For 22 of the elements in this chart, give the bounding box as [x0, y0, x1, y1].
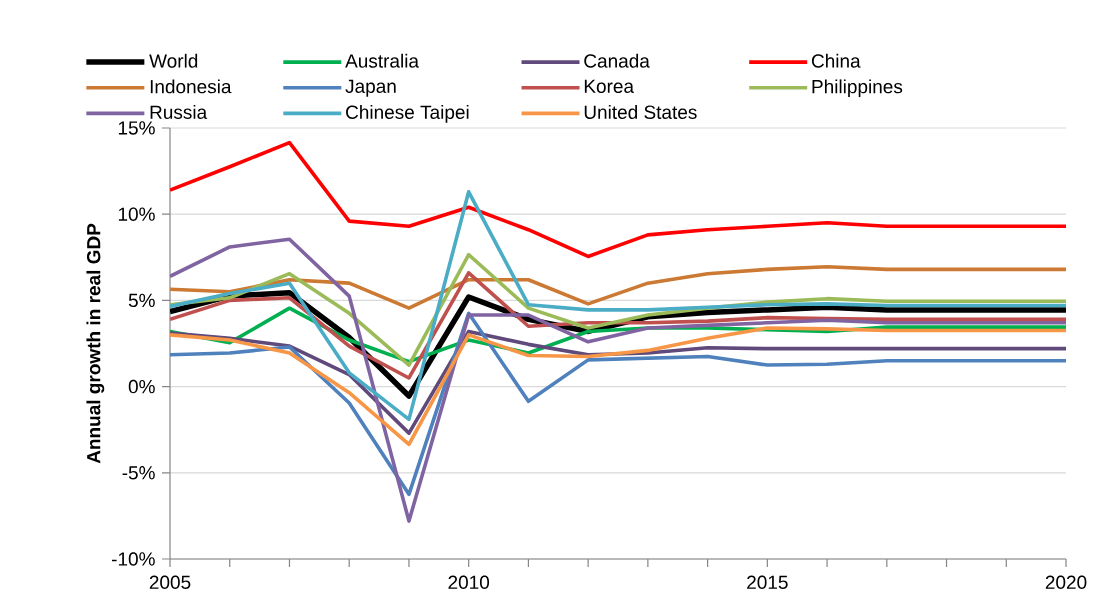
y-tick-label: 5%: [128, 293, 155, 308]
legend-label: China: [811, 53, 861, 68]
legend-label: Indonesia: [150, 79, 232, 94]
y-tick-label: 10%: [118, 207, 155, 221]
legend-label: Chinese Taipei: [346, 105, 469, 123]
x-tick-label: 2005: [149, 575, 191, 589]
legend-label: Russia: [150, 105, 208, 119]
legend-label: Canada: [584, 53, 650, 68]
y-tick-label: -10%: [111, 552, 155, 566]
legend-label: Japan: [345, 79, 396, 97]
legend-label: United States: [584, 105, 697, 119]
legend-label: World: [149, 53, 198, 68]
x-tick-label: 2020: [1045, 575, 1087, 589]
x-tick-label: 2015: [747, 575, 788, 589]
x-tick-label: 2010: [448, 575, 490, 589]
legend-label: Korea: [584, 79, 635, 94]
y-axis-title: Annual growth in real GDP: [86, 223, 105, 464]
legend-label: Australia: [345, 53, 420, 68]
y-tick-label: -5%: [122, 466, 155, 480]
legend-label: Philippines: [812, 79, 903, 98]
y-tick-label: 0%: [128, 379, 155, 394]
y-tick-label: 15%: [118, 121, 155, 135]
